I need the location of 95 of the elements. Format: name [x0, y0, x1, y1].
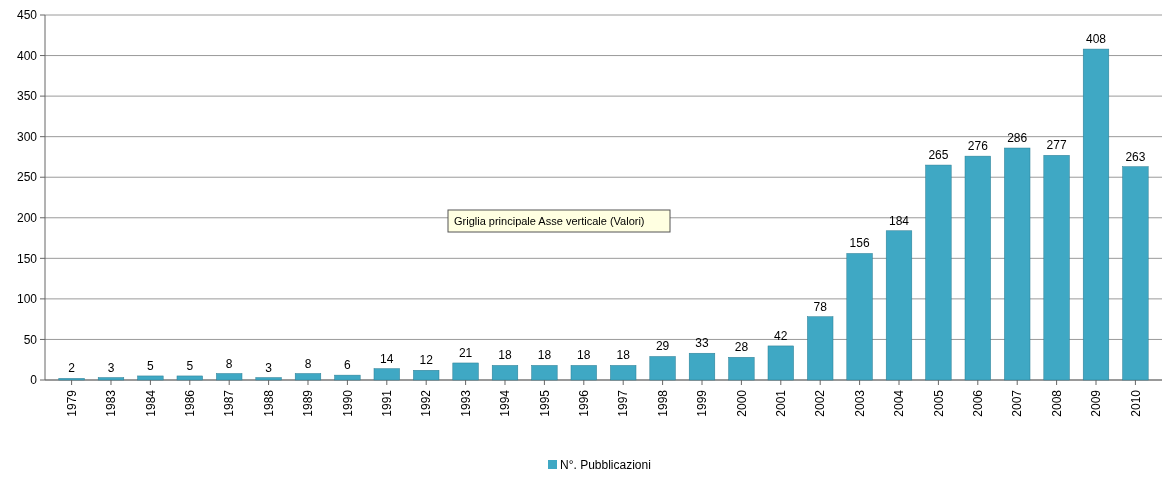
- y-tick-label: 350: [16, 89, 38, 104]
- bar: [1004, 147, 1031, 381]
- bar: [137, 375, 164, 381]
- data-label: 265: [928, 148, 949, 163]
- x-tick-label: 1979: [64, 389, 79, 417]
- bar: [294, 373, 322, 381]
- data-label: 5: [147, 358, 155, 373]
- data-label: 3: [265, 360, 273, 375]
- data-label: 8: [304, 356, 312, 371]
- x-tick-label: 2000: [734, 389, 749, 417]
- y-tick-label: 300: [16, 129, 38, 144]
- data-label: 156: [849, 236, 870, 251]
- y-tick-label: 450: [16, 8, 38, 23]
- bar: [767, 345, 794, 381]
- bar: [610, 365, 637, 381]
- x-tick-label: 1995: [537, 389, 552, 417]
- data-label: 6: [344, 358, 352, 373]
- bar: [807, 316, 834, 381]
- bar: [176, 375, 203, 381]
- data-label: 5: [186, 358, 194, 373]
- bar: [491, 365, 519, 381]
- legend-label: N°. Pubblicazioni: [560, 458, 651, 473]
- bar: [964, 155, 991, 381]
- y-tick-label: 150: [16, 251, 38, 266]
- x-tick-label: 2001: [774, 389, 788, 417]
- data-label: 184: [888, 213, 910, 228]
- data-label: 8: [225, 356, 233, 371]
- data-label: 18: [616, 348, 631, 363]
- data-label: 277: [1046, 138, 1067, 153]
- x-tick-label: 1991: [380, 389, 394, 417]
- y-tick-label: 100: [16, 292, 38, 307]
- y-tick-label: 50: [23, 332, 38, 347]
- bar: [1122, 166, 1149, 381]
- x-tick-label: 1989: [301, 389, 316, 417]
- bar: [413, 370, 440, 381]
- bar: [531, 365, 558, 381]
- y-tick-label: 200: [16, 210, 38, 225]
- x-tick-label: 2008: [1049, 389, 1064, 417]
- x-tick-label: 1998: [655, 389, 670, 417]
- y-tick-label: 250: [16, 170, 38, 185]
- x-tick-label: 1990: [340, 389, 355, 417]
- bar: [925, 164, 952, 381]
- data-label: 3: [107, 360, 115, 375]
- data-label: 286: [1007, 131, 1028, 146]
- y-tick-label: 400: [16, 48, 38, 63]
- x-tick-label: 1997: [616, 389, 631, 417]
- bar: [1043, 155, 1070, 381]
- bar: [255, 377, 282, 381]
- x-tick-label: 2005: [931, 389, 946, 417]
- data-label: 263: [1125, 149, 1146, 164]
- data-label: 29: [655, 339, 670, 354]
- data-label: 276: [967, 139, 989, 154]
- data-label: 12: [419, 353, 434, 368]
- bar: [728, 357, 755, 381]
- bar: [649, 356, 676, 381]
- annotation: Griglia principale Asse verticale (Valori): [454, 214, 645, 227]
- x-tick-label: 2009: [1089, 389, 1104, 417]
- bar: [570, 365, 597, 381]
- data-label: 28: [734, 340, 749, 355]
- x-tick-label: 1983: [104, 389, 119, 417]
- x-tick-label: 1984: [143, 389, 158, 417]
- bar: [885, 230, 913, 381]
- data-label: 18: [537, 348, 552, 363]
- x-tick-label: 1994: [498, 389, 513, 417]
- data-label: 2: [68, 361, 76, 376]
- x-tick-label: 2003: [852, 389, 867, 417]
- bar: [452, 362, 479, 381]
- x-tick-label: 1996: [577, 389, 591, 417]
- x-tick-label: 1987: [222, 389, 237, 417]
- x-tick-label: 2010: [1128, 389, 1143, 417]
- data-label: 21: [458, 345, 473, 360]
- data-label: 33: [695, 336, 709, 351]
- bar: [216, 373, 243, 381]
- data-label: 408: [1085, 32, 1107, 47]
- data-label: 18: [498, 348, 512, 363]
- bar: [1082, 48, 1110, 381]
- x-tick-label: 1992: [419, 389, 434, 417]
- bar: [373, 368, 400, 381]
- x-tick-label: 2002: [813, 389, 828, 417]
- x-tick-label: 1993: [458, 389, 473, 417]
- data-label: 42: [774, 328, 788, 343]
- y-tick-label: 0: [30, 373, 38, 388]
- data-label: 14: [380, 351, 394, 366]
- x-tick-label: 1999: [695, 389, 710, 417]
- bar: [334, 374, 361, 381]
- bar: [846, 253, 873, 381]
- x-tick-label: 2006: [971, 389, 985, 417]
- bar: [97, 377, 125, 381]
- x-tick-label: 1986: [183, 389, 197, 417]
- x-tick-label: 1988: [261, 389, 276, 417]
- data-label: 78: [813, 299, 828, 314]
- x-tick-label: 2004: [892, 389, 907, 417]
- data-label: 18: [577, 348, 591, 363]
- bar: [688, 352, 716, 381]
- x-tick-label: 2007: [1010, 389, 1025, 417]
